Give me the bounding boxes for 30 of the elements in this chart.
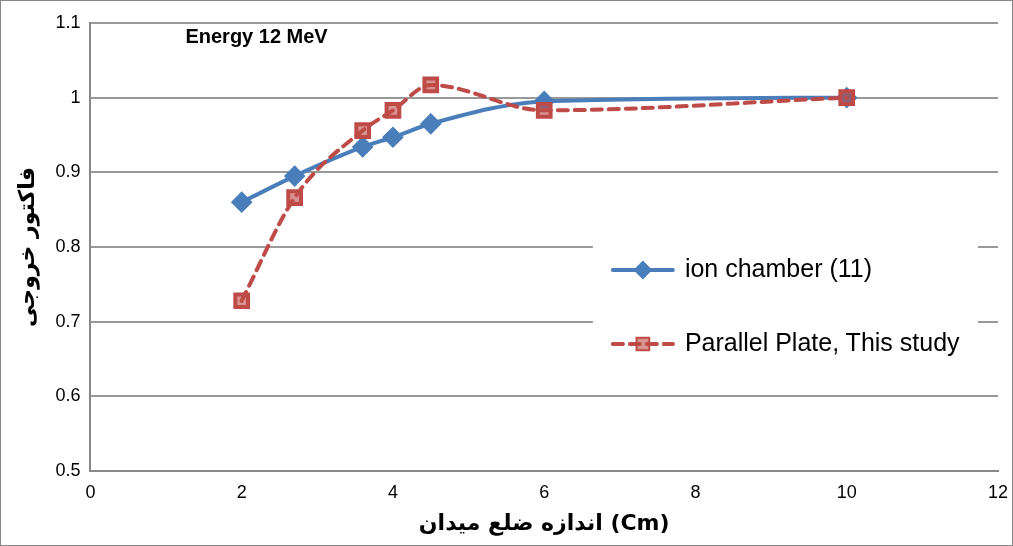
point bbox=[231, 192, 252, 213]
point bbox=[384, 102, 402, 119]
y-tick-label: 0.6 bbox=[55, 385, 81, 406]
point bbox=[535, 102, 553, 119]
point bbox=[382, 127, 403, 148]
point bbox=[352, 136, 373, 157]
x-tick-label: 6 bbox=[539, 481, 550, 502]
y-tick-label: 1 bbox=[70, 86, 81, 107]
point bbox=[422, 76, 440, 94]
y-tick-label: 0.9 bbox=[55, 161, 81, 182]
x-tick-label: 8 bbox=[690, 481, 701, 502]
y-tick-label: 1.1 bbox=[55, 11, 81, 32]
x-tick-label: 4 bbox=[387, 481, 398, 502]
x-axis-title: اندازه ضلع میدان (Cm) bbox=[418, 509, 670, 536]
y-tick-label: 0.5 bbox=[55, 459, 81, 480]
point bbox=[420, 113, 441, 134]
x-tick-label: 12 bbox=[987, 481, 1009, 502]
point bbox=[284, 166, 305, 187]
point bbox=[233, 292, 251, 310]
point bbox=[354, 122, 372, 139]
legend-label: ion chamber (11) bbox=[684, 253, 872, 282]
y-tick-label: 0.8 bbox=[55, 235, 81, 256]
y-axis-title: فاکتور خروجی bbox=[13, 167, 40, 327]
x-tick-label: 10 bbox=[836, 481, 857, 502]
point bbox=[286, 189, 303, 207]
legend-label: Parallel Plate, This study bbox=[684, 327, 961, 356]
x-tick-label: 0 bbox=[85, 481, 96, 502]
y-tick-label: 0.7 bbox=[55, 310, 81, 331]
x-tick-label: 2 bbox=[236, 481, 247, 502]
chart-title: Energy 12 MeV bbox=[185, 24, 329, 47]
